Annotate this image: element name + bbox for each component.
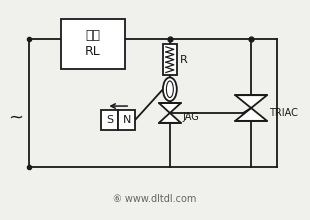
Text: ~: ~	[8, 109, 23, 127]
Bar	[118, 110, 135, 130]
Text: N: N	[122, 115, 131, 125]
Ellipse shape	[166, 81, 173, 97]
Text: ⑥ www.dltdl.com: ⑥ www.dltdl.com	[113, 194, 197, 204]
Text: RL: RL	[85, 45, 101, 58]
Polygon shape	[235, 108, 267, 121]
Text: TRIAC: TRIAC	[269, 108, 298, 118]
Polygon shape	[159, 113, 181, 123]
Text: JAG: JAG	[183, 112, 200, 122]
Text: 负载: 负载	[86, 29, 100, 42]
Bar	[61, 19, 125, 69]
Bar	[163, 44, 177, 75]
Ellipse shape	[163, 77, 177, 101]
Text: S: S	[106, 115, 113, 125]
Bar	[101, 110, 118, 130]
Polygon shape	[159, 103, 181, 113]
Polygon shape	[235, 95, 267, 108]
Text: R: R	[180, 55, 188, 65]
